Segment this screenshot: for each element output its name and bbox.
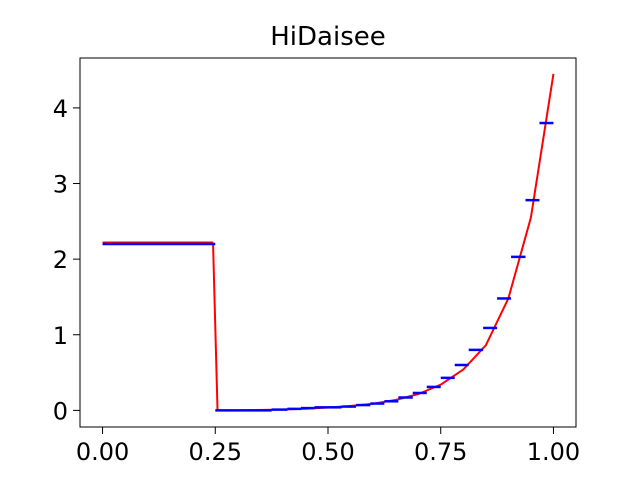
y-tick-label: 2 (53, 246, 68, 274)
x-tick-label: 0.50 (301, 438, 354, 466)
x-tick-label: 0.00 (76, 438, 129, 466)
plot-marks (102, 73, 555, 412)
y-tick-label: 3 (53, 171, 68, 199)
y-tick-label: 1 (53, 322, 68, 350)
curve-segment-1 (212, 242, 219, 411)
y-tick-label: 0 (53, 397, 68, 425)
x-axis: 0.00 0.25 0.50 0.75 1.00 (76, 427, 580, 466)
y-tick-label: 4 (53, 95, 68, 123)
curve-segment-2 (217, 73, 555, 412)
y-axis: 0 1 2 3 4 (53, 95, 80, 425)
x-tick-label: 0.25 (189, 438, 242, 466)
chart-title: HiDaisee (270, 22, 386, 52)
x-tick-label: 1.00 (527, 438, 580, 466)
x-tick-label: 0.75 (414, 438, 467, 466)
